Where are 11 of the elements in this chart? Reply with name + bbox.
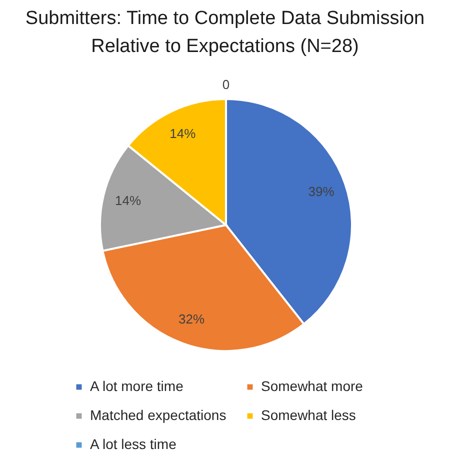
legend-label: Matched expectations	[90, 407, 226, 423]
legend-label: A lot less time	[90, 436, 177, 452]
chart-title: Submitters: Time to Complete Data Submission Relative to Expectations (N=28)	[25, 8, 425, 57]
legend-label: A lot more time	[90, 378, 184, 394]
data-label: 32%	[178, 312, 205, 327]
data-label: 14%	[115, 193, 142, 208]
legend-label: Somewhat more	[261, 378, 364, 394]
data-label: 14%	[170, 126, 196, 141]
legend-label: Somewhat less	[261, 407, 356, 423]
text: 0	[222, 77, 230, 92]
data-label: 39%	[308, 184, 335, 200]
